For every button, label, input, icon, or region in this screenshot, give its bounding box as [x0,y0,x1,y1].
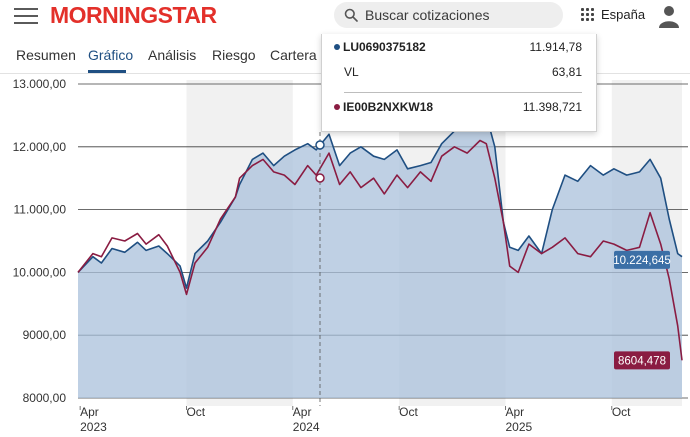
x-tick-label: Oct [186,405,205,419]
tooltip-series-b-value: 11.398,721 [522,100,582,114]
search-icon [344,8,358,22]
end-value-badge-series-a: 10.224,645 [613,255,671,267]
x-tick-year-label: 2025 [505,420,532,434]
end-value-badge-series-b: 8604,478 [618,355,666,367]
tab-grafico[interactable]: Gráfico [88,47,134,63]
x-tick-label: Apr [505,405,524,419]
tooltip-divider [344,92,582,93]
morningstar-logo[interactable]: MORNINGSTAR [50,2,217,28]
x-tick-year-label: 2023 [80,420,107,434]
tab-analisis[interactable]: Análisis [148,47,197,63]
hover-point-series-b [315,173,325,183]
tooltip-series-a-name: LU0690375182 [343,40,426,54]
end-value-badge-series-b-bg [614,351,670,370]
tooltip-series-b-name: IE00B2NXKW18 [343,100,434,114]
tab-cartera[interactable]: Cartera [270,47,317,63]
hover-point-series-a [315,140,325,150]
search-input[interactable]: Buscar cotizaciones [334,2,563,28]
hamburger-menu-icon[interactable] [14,7,38,25]
x-tick-label: Oct [612,405,631,419]
active-tab-indicator [88,70,126,73]
search-placeholder: Buscar cotizaciones [365,7,490,23]
y-tick-label: 9000,00 [23,328,67,342]
section-tabs: Resumen Gráfico Análisis Riesgo Cartera [0,34,690,74]
tooltip-row-series-a: LU0690375182 11.914,78 [334,40,582,54]
series-line-ie00b2nxkw18 [77,139,683,361]
y-tick-label: 12.000,00 [13,140,67,154]
tooltip-series-a-value: 11.914,78 [529,40,583,54]
x-tick-year-label: 2024 [293,420,320,434]
tooltip-vl-value: 63,81 [551,65,582,79]
x-tick-label: Apr [293,405,312,419]
apps-grid-icon[interactable] [581,8,595,22]
y-tick-label: 8000,00 [23,391,67,405]
chart-tooltip: LU0690375182 11.914,78 VL 63,81 IE00B2NX… [321,34,597,132]
end-value-badge-series-a-bg [614,250,670,269]
series-line-lu0690375182 [77,102,683,289]
y-tick-label: 10.000,00 [13,265,67,279]
tooltip-row-series-b: IE00B2NXKW18 11.398,721 [334,100,582,114]
tab-riesgo[interactable]: Riesgo [212,47,256,63]
series-area-fill [78,102,682,399]
user-account-icon[interactable] [657,4,681,28]
tab-resumen[interactable]: Resumen [16,47,76,63]
region-selector[interactable]: España [601,7,646,22]
top-bar: MORNINGSTAR Buscar cotizaciones España [0,0,690,34]
y-tick-label: 11.000,00 [14,203,67,217]
x-tick-label: Oct [399,405,418,419]
tooltip-vl-label: VL [344,65,359,79]
y-tick-label: 13.000,00 [13,77,67,91]
series-b-dot-icon [334,104,340,110]
tooltip-row-vl: VL 63,81 [344,65,582,79]
series-a-dot-icon [334,44,340,50]
x-tick-label: Apr [80,405,99,419]
